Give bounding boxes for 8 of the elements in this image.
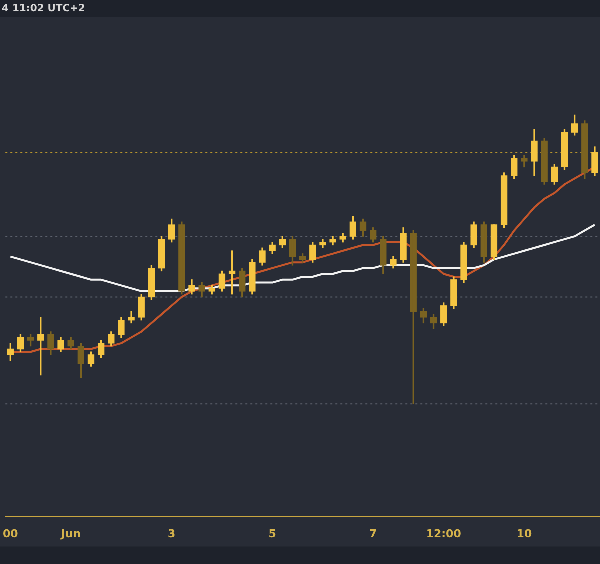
x-tick-label: 00	[3, 527, 19, 540]
text: 4 11:02 UTC+2	[2, 4, 86, 15]
x-tick-label: 10	[516, 527, 532, 540]
x-tick-label: 12:00	[426, 527, 462, 540]
x-tick-label: 5	[268, 527, 276, 540]
x-tick-label: 3	[168, 527, 176, 540]
x-tick-label: 7	[370, 527, 378, 540]
x-tick-label: Jun	[60, 527, 81, 540]
